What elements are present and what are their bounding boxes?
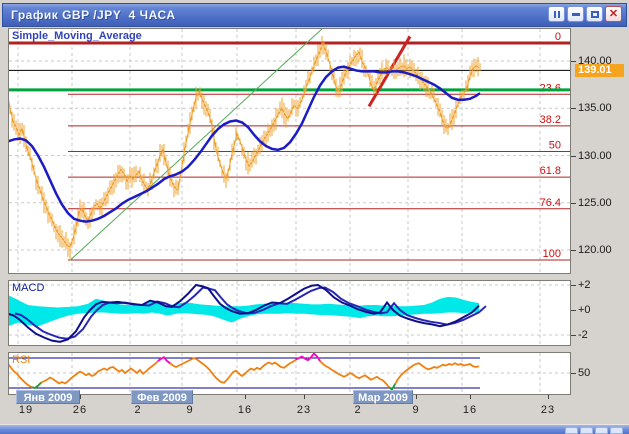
window-titlebar[interactable]: График GBP /JPY 4 ЧАСА ✕ bbox=[2, 3, 627, 27]
maximize-icon bbox=[590, 10, 599, 18]
svg-text:23.6: 23.6 bbox=[540, 82, 561, 94]
date-axis-tick bbox=[80, 395, 81, 399]
price-axis-tick bbox=[571, 250, 576, 251]
background-window-button bbox=[595, 427, 608, 434]
date-axis-label: 16 bbox=[237, 404, 253, 416]
date-axis-label: 2 bbox=[134, 404, 142, 416]
pause-button[interactable] bbox=[548, 6, 565, 22]
rsi-canvas bbox=[9, 353, 570, 394]
date-axis-tick bbox=[304, 395, 305, 399]
price-axis-tick bbox=[571, 61, 576, 62]
minimize-button[interactable] bbox=[567, 6, 584, 22]
pause-icon bbox=[553, 10, 561, 18]
month-badge: Янв 2009 bbox=[16, 390, 80, 404]
date-axis-tick bbox=[245, 395, 246, 399]
price-axis-tick bbox=[571, 202, 576, 204]
date-axis-tick bbox=[416, 395, 417, 399]
svg-text:0: 0 bbox=[555, 31, 561, 43]
svg-text:38.2: 38.2 bbox=[540, 114, 561, 126]
svg-text:100: 100 bbox=[543, 248, 561, 260]
rsi-indicator-label: RSI bbox=[12, 354, 31, 366]
background-window-button bbox=[580, 427, 593, 434]
date-axis-label: 23 bbox=[540, 404, 556, 416]
background-window-button bbox=[610, 427, 623, 434]
month-badge: Фев 2009 bbox=[131, 390, 193, 404]
date-axis-tick bbox=[548, 395, 549, 399]
macd-axis-tick bbox=[571, 285, 576, 286]
rsi-axis-tick bbox=[571, 373, 576, 374]
close-icon: ✕ bbox=[608, 7, 619, 20]
date-axis-label: 9 bbox=[186, 404, 194, 416]
minimize-icon bbox=[571, 12, 580, 16]
window-title: График GBP /JPY 4 ЧАСА bbox=[11, 8, 176, 22]
price-axis-tick bbox=[571, 155, 576, 157]
price-axis-tick bbox=[571, 108, 576, 110]
current-price-badge: 139.01 bbox=[575, 64, 624, 77]
date-axis-label: 19 bbox=[18, 404, 34, 416]
price-chart-canvas: 0 23.6 38.2 50 61.8 76.4 100 bbox=[9, 29, 570, 273]
sma-indicator-label: Simple_Moving_Average bbox=[12, 30, 142, 42]
svg-text:61.8: 61.8 bbox=[540, 165, 561, 177]
date-axis-label: 26 bbox=[72, 404, 88, 416]
macd-panel bbox=[8, 280, 571, 346]
date-axis-label: 16 bbox=[462, 404, 478, 416]
background-window-titlebar[interactable] bbox=[0, 424, 629, 434]
svg-text:50: 50 bbox=[549, 140, 561, 152]
date-axis-label: 9 bbox=[412, 404, 420, 416]
macd-axis-label: +2 bbox=[578, 279, 591, 291]
window-buttons: ✕ bbox=[548, 6, 622, 22]
price-chart-panel: 0 23.6 38.2 50 61.8 76.4 100 bbox=[8, 28, 571, 274]
background-window-button bbox=[565, 427, 578, 434]
macd-indicator-label: MACD bbox=[12, 282, 45, 294]
macd-axis-label: -2 bbox=[578, 329, 588, 341]
svg-text:76.4: 76.4 bbox=[540, 197, 561, 209]
month-badge: Мар 2009 bbox=[353, 390, 413, 404]
macd-canvas bbox=[9, 281, 570, 345]
macd-axis-tick bbox=[571, 310, 576, 311]
date-axis-tick bbox=[470, 395, 471, 399]
price-axis-label: 135.00 bbox=[578, 102, 612, 115]
rsi-panel bbox=[8, 352, 571, 395]
price-axis-label: 120.00 bbox=[578, 244, 612, 256]
date-axis-label: 23 bbox=[296, 404, 312, 416]
macd-axis-tick bbox=[571, 335, 576, 336]
date-axis-label: 2 bbox=[354, 404, 362, 416]
maximize-button[interactable] bbox=[586, 6, 603, 22]
price-axis-label: 125.00 bbox=[578, 196, 612, 209]
price-axis-label: 130.00 bbox=[578, 149, 612, 162]
rsi-axis-label: 50 bbox=[578, 367, 591, 379]
macd-axis-label: +0 bbox=[578, 304, 591, 316]
close-button[interactable]: ✕ bbox=[605, 6, 622, 22]
